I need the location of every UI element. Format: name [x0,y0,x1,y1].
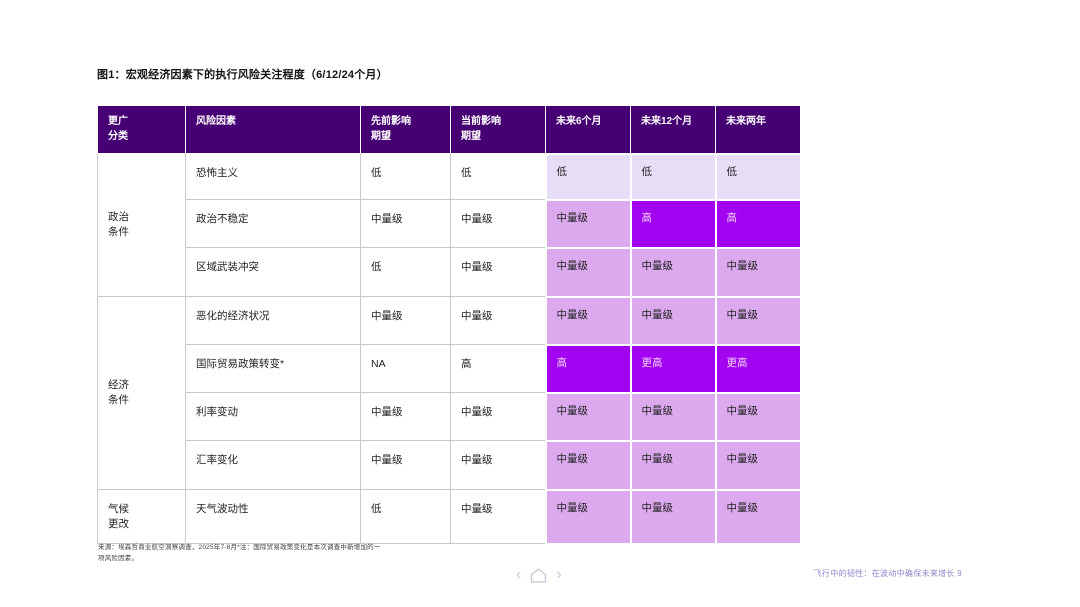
table-row: 气候 更改 天气波动性 低 中量级 中量级 中量级 中量级 [97,488,802,545]
level-cell-2y: 高 [714,198,802,249]
level-cell-12m: 中量级 [629,488,717,545]
current-cell: 低 [450,153,546,200]
level-cell-2y: 中量级 [714,488,802,545]
footnote-line-1: 来源：埃森哲商业航空洞察调查，2025年7-8月*注：国际贸易政策变化是本次调查… [98,544,381,551]
level-cell-12m: 高 [629,198,717,249]
risk-factor-cell: 恶化的经济状况 [185,296,361,345]
risk-factor-cell: 恐怖主义 [185,153,361,200]
current-cell: 中量级 [450,296,546,345]
prior-cell: 中量级 [360,199,451,248]
col-header-12months: 未来12个月 [630,105,716,154]
level-cell-6m: 中量级 [544,391,632,442]
level-cell-12m: 中量级 [629,295,717,346]
prior-cell: 低 [360,489,451,544]
level-cell-6m: 中量级 [544,246,632,298]
level-cell-2y: 中量级 [714,246,802,298]
risk-factor-cell: 汇率变化 [185,440,361,490]
prior-cell: 低 [360,153,451,200]
level-cell-6m: 中量级 [544,488,632,545]
group-cell-economic: 经济 条件 [97,296,186,490]
risk-table: 更广 分类 风险因素 先前影响 期望 当前影响 期望 未来6个月 未来12个月 … [97,105,802,545]
group-cell-climate: 气候 更改 [97,489,186,544]
prior-cell: 中量级 [360,296,451,345]
level-cell-6m: 中量级 [544,295,632,346]
level-cell-12m: 更高 [629,343,717,394]
risk-factor-cell: 天气波动性 [185,489,361,544]
col-header-category: 更广 分类 [97,105,186,154]
current-cell: 高 [450,344,546,393]
table-row: 政治 条件 恐怖主义 低 低 低 低 低 [97,152,802,297]
level-cell-12m: 中量级 [629,439,717,491]
current-cell: 中量级 [450,199,546,248]
level-cell-12m: 低 [629,152,717,201]
col-header-prior: 先前影响 期望 [360,105,451,154]
col-header-2years: 未来两年 [715,105,801,154]
risk-factor-cell: 利率变动 [185,392,361,441]
page-navigation: ‹ › [516,565,562,585]
col-header-current: 当前影响 期望 [450,105,546,154]
home-icon[interactable] [528,566,549,585]
group-cell-political: 政治 条件 [97,153,186,297]
table-row: 经济 条件 恶化的经济状况 中量级 中量级 中量级 中量级 中量级 [97,295,802,490]
level-cell-6m: 高 [544,343,632,394]
col-header-6months: 未来6个月 [545,105,631,154]
next-page-icon[interactable]: › [556,566,562,583]
table-row: 国际贸易政策转变* NA 高 高 更高 更高 [98,343,802,394]
level-cell-2y: 中量级 [714,439,802,491]
prev-page-icon[interactable]: ‹ [516,566,522,583]
risk-factor-cell: 区域武装冲突 [185,247,361,297]
current-cell: 中量级 [450,489,546,544]
footnote-line-2: 项风险因素。 [98,554,139,562]
col-header-factor: 风险因素 [185,105,361,154]
prior-cell: 中量级 [360,392,451,441]
level-cell-2y: 中量级 [714,295,802,346]
level-cell-2y: 中量级 [714,391,802,442]
level-cell-2y: 低 [714,152,802,201]
level-cell-6m: 低 [544,152,632,201]
table-row: 利率变动 中量级 中量级 中量级 中量级 中量级 [98,391,802,442]
prior-cell: 中量级 [360,440,451,490]
table-row: 政治不稳定 中量级 中量级 中量级 高 高 [98,198,802,249]
figure-title: 图1：宏观经济因素下的执行风险关注程度（6/12/24个月） [97,69,388,81]
table-row: 汇率变化 中量级 中量级 中量级 中量级 中量级 [98,439,802,491]
level-cell-2y: 更高 [714,343,802,394]
table-header-row: 更广 分类 风险因素 先前影响 期望 当前影响 期望 未来6个月 未来12个月 … [97,105,801,154]
report-footer-title: 飞行中的韧性：在波动中确保未来增长 9 [813,569,962,578]
table-row: 区域武装冲突 低 中量级 中量级 中量级 中量级 [98,246,802,298]
prior-cell: NA [360,344,451,393]
current-cell: 中量级 [450,247,546,297]
source-footnote: 来源：埃森哲商业航空洞察调查，2025年7-8月*注：国际贸易政策变化是本次调查… [98,543,381,564]
level-cell-12m: 中量级 [629,246,717,298]
level-cell-6m: 中量级 [544,198,632,249]
risk-factor-cell: 政治不稳定 [185,199,361,248]
level-cell-6m: 中量级 [544,439,632,491]
level-cell-12m: 中量级 [629,391,717,442]
current-cell: 中量级 [450,440,546,490]
current-cell: 中量级 [450,392,546,441]
prior-cell: 低 [360,247,451,297]
risk-factor-cell: 国际贸易政策转变* [185,344,361,393]
